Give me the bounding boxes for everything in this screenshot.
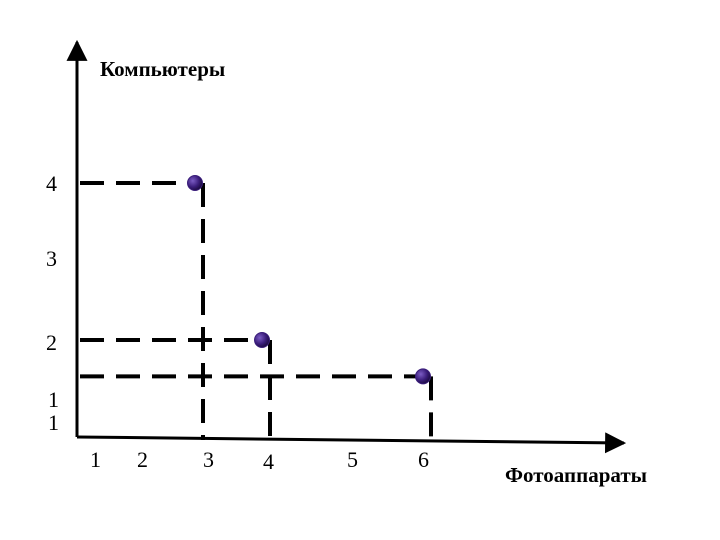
y-axis-title: Компьютеры bbox=[100, 57, 225, 81]
x-tick-label: 1 bbox=[90, 447, 101, 472]
y-tick-label: 1 bbox=[48, 410, 59, 435]
y-tick-label: 2 bbox=[46, 330, 57, 355]
y-tick-label: 3 bbox=[46, 246, 57, 271]
x-tick-label: 4 bbox=[263, 449, 274, 474]
data-point bbox=[254, 332, 270, 348]
x-axis-title: Фотоаппараты bbox=[505, 463, 647, 487]
x-tick-label: 6 bbox=[418, 447, 429, 472]
x-axis bbox=[76, 432, 627, 454]
data-point bbox=[187, 175, 203, 191]
x-tick-labels: 1 2 3 4 5 6 bbox=[90, 447, 429, 474]
guide-lines bbox=[80, 181, 433, 440]
x-tick-label: 5 bbox=[347, 447, 358, 472]
data-point bbox=[415, 368, 431, 385]
y-tick-label: 4 bbox=[46, 171, 57, 196]
y-tick-labels: 1 1 2 3 4 bbox=[46, 171, 59, 435]
data-points bbox=[187, 175, 431, 385]
x-tick-label: 2 bbox=[137, 447, 148, 472]
x-tick-label: 3 bbox=[203, 447, 214, 472]
y-tick-label: 1 bbox=[48, 387, 59, 412]
